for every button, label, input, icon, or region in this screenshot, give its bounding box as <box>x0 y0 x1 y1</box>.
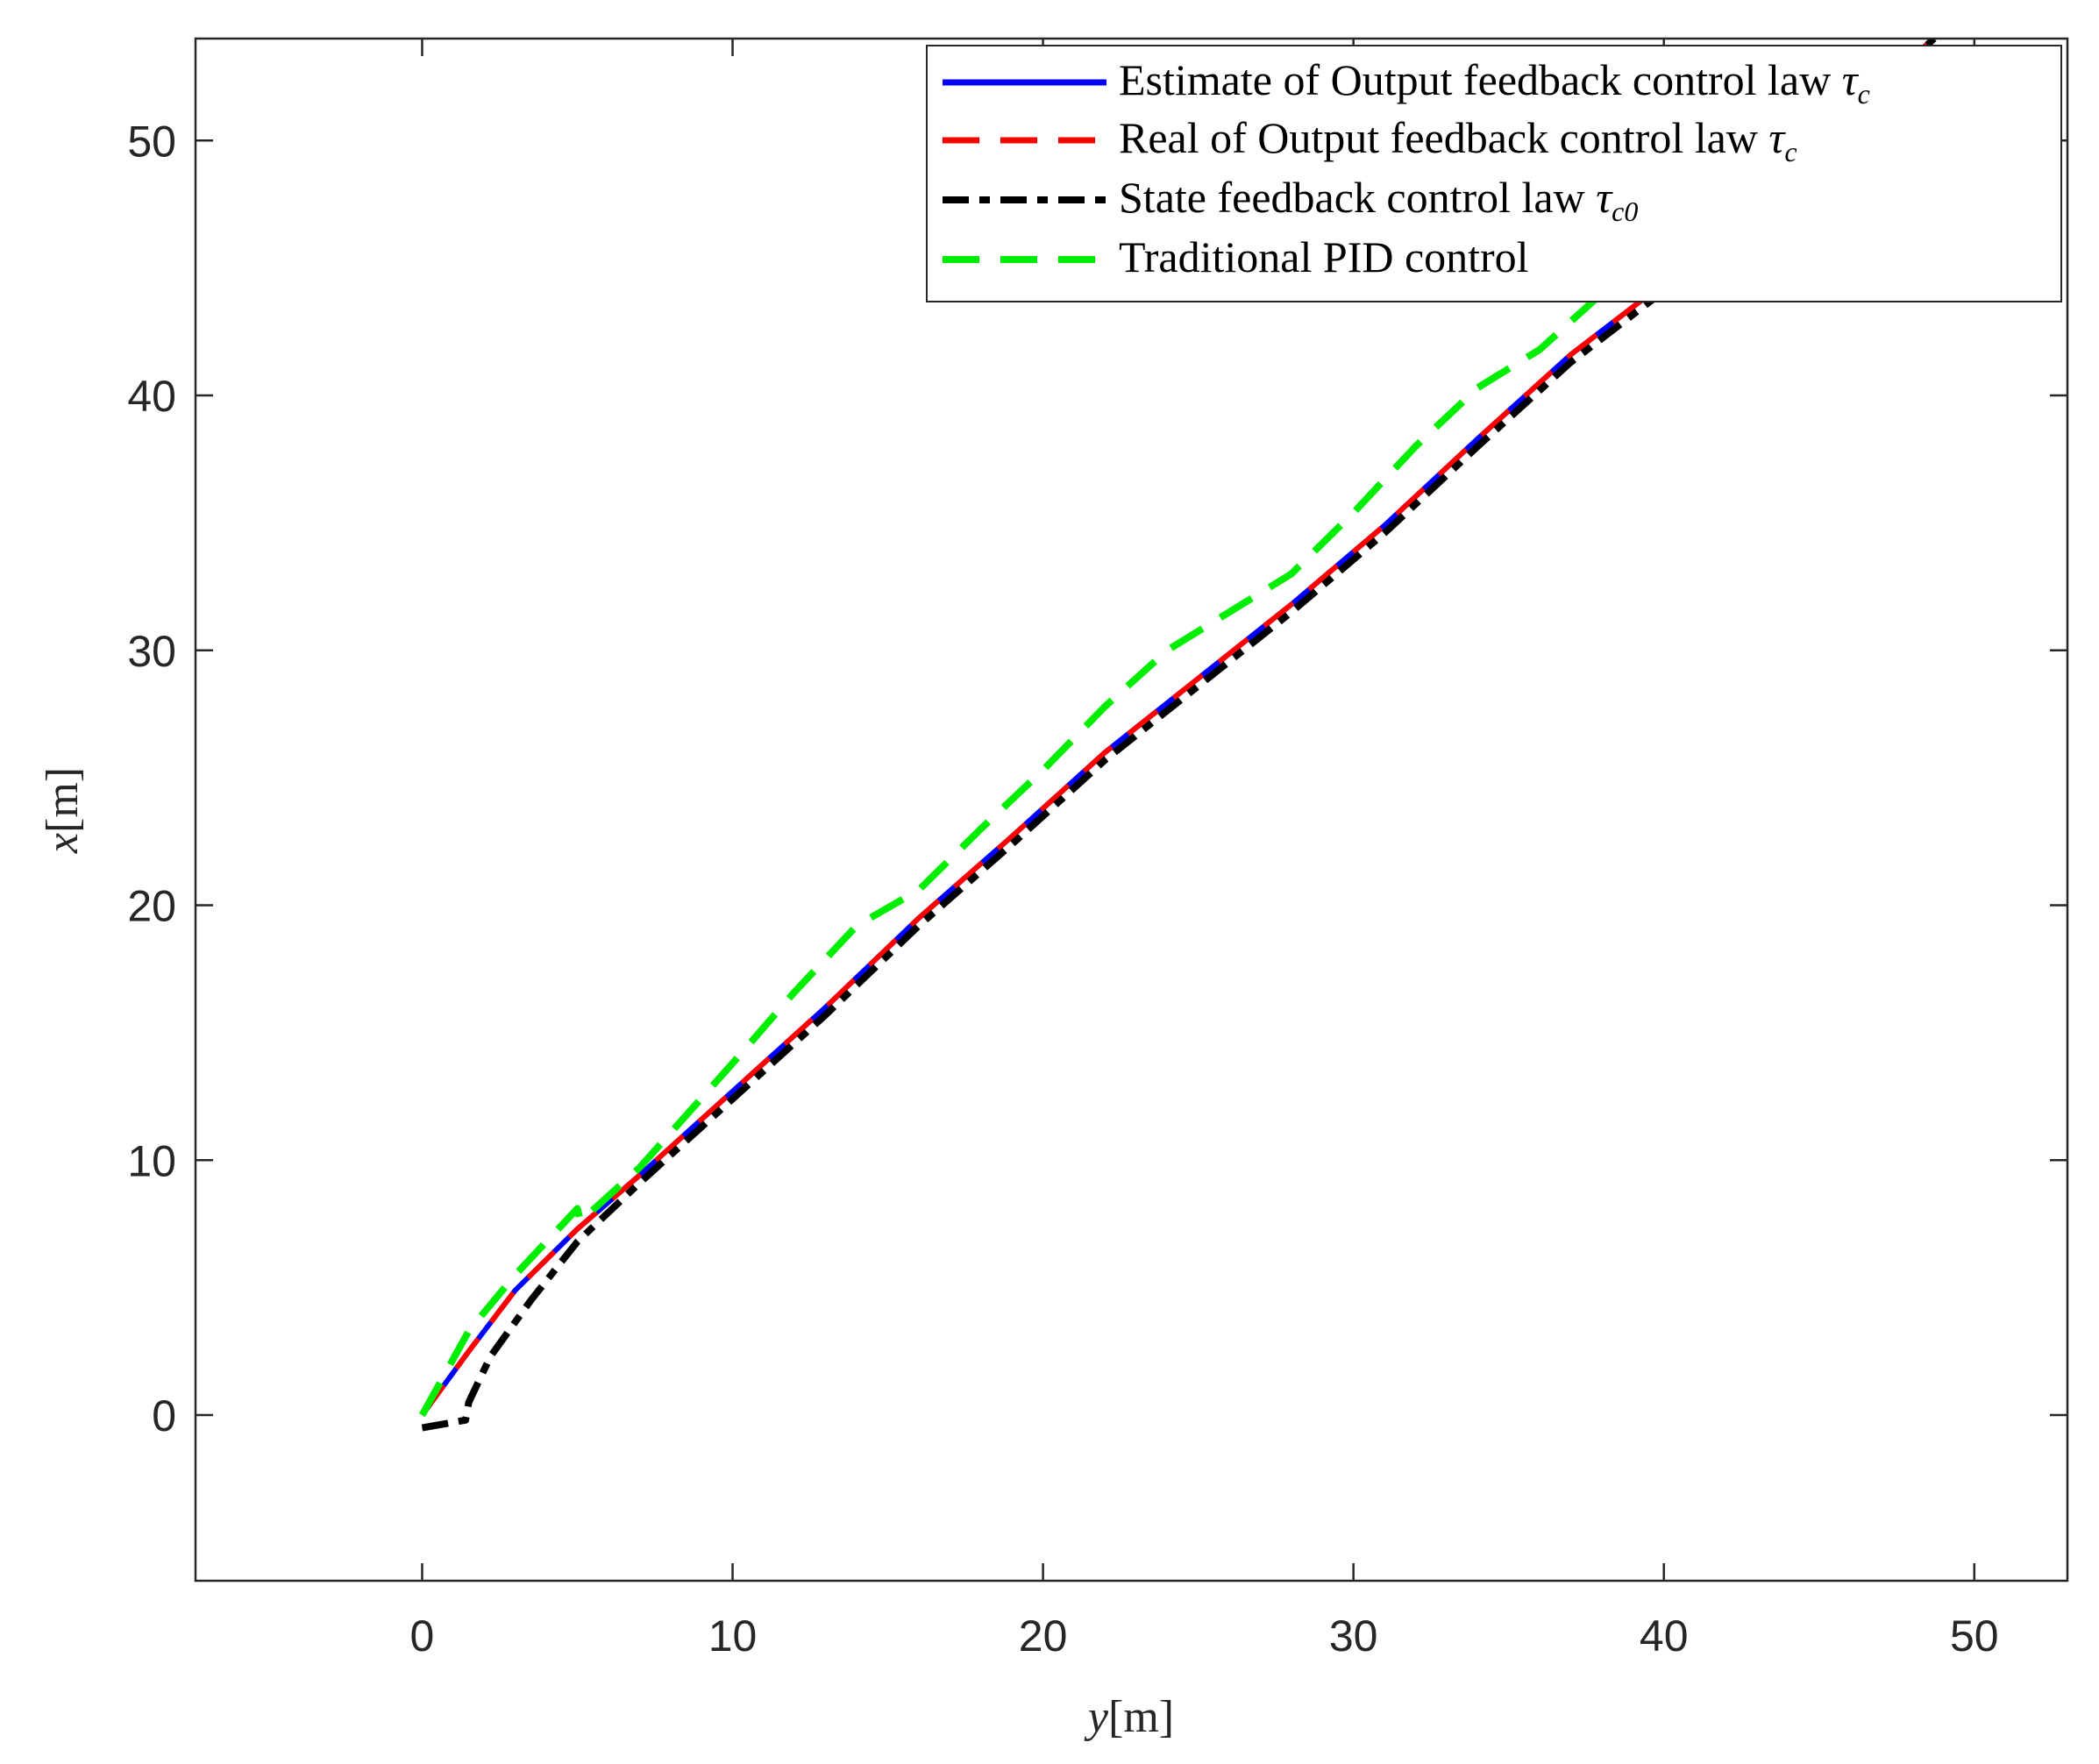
legend-symbol-state: τ <box>1596 173 1613 222</box>
y-tick-label: 20 <box>127 882 176 931</box>
x-tick-label: 20 <box>1019 1611 1068 1661</box>
x-axis-unit: [m] <box>1108 1692 1174 1742</box>
legend-box <box>926 45 2062 302</box>
y-tick-label: 30 <box>127 627 176 676</box>
x-tick-label: 50 <box>1950 1611 1999 1661</box>
x-tick-label: 0 <box>410 1611 435 1661</box>
x-tick-label: 30 <box>1329 1611 1378 1661</box>
x-axis-symbol: y <box>1084 1692 1109 1742</box>
legend-label-estimate: Estimate of Output feedback control law <box>1119 55 1831 104</box>
plot-frame <box>194 37 2069 1583</box>
y-axis-label: x[m] <box>38 767 88 854</box>
legend-label-pid: Traditional PID control <box>1119 232 1529 281</box>
legend: Estimate of Output feedback control law … <box>926 45 2062 302</box>
y-axis-unit: [m] <box>38 767 88 833</box>
legend-entry-pid: Traditional PID control <box>1119 232 1529 281</box>
x-tick-label: 10 <box>708 1611 758 1661</box>
y-tick-label: 50 <box>127 117 176 166</box>
legend-subscript-estimate: c <box>1858 78 1870 110</box>
legend-subscript-real: c <box>1784 136 1797 167</box>
y-tick-label: 0 <box>152 1391 176 1440</box>
legend-label-real: Real of Output feedback control law <box>1119 113 1758 162</box>
legend-subscript-state: c0 <box>1612 196 1638 227</box>
legend-symbol-real: τ <box>1768 113 1786 162</box>
series-line-3 <box>419 39 1936 1417</box>
x-axis-label: y[m] <box>1084 1692 1174 1742</box>
legend-entry-real: Real of Output feedback control law τc <box>1119 113 1797 167</box>
y-tick-label: 10 <box>127 1136 176 1185</box>
series-line-2 <box>421 39 1937 1432</box>
y-axis-symbol: x <box>38 833 88 854</box>
legend-entry-state: State feedback control law τc0 <box>1119 173 1638 227</box>
legend-label-state: State feedback control law <box>1119 173 1585 222</box>
legend-symbol-estimate: τ <box>1842 55 1860 104</box>
x-tick-label: 40 <box>1640 1611 1689 1661</box>
y-tick-label: 40 <box>127 372 176 421</box>
legend-entry-estimate: Estimate of Output feedback control law … <box>1119 55 1870 110</box>
